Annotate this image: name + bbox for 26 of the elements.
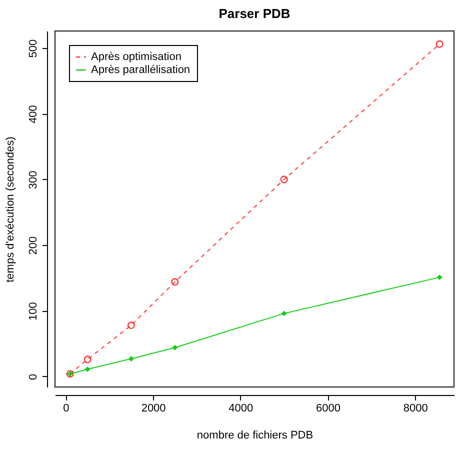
point bbox=[127, 322, 135, 330]
x-tick-label: 4000 bbox=[228, 402, 254, 414]
legend-label: Après parallélisation bbox=[91, 64, 190, 76]
point bbox=[171, 278, 179, 286]
point bbox=[281, 310, 287, 316]
y-tick-label: 400 bbox=[28, 105, 40, 124]
y-tick-label: 500 bbox=[28, 39, 40, 58]
point bbox=[436, 274, 442, 280]
point bbox=[280, 176, 288, 184]
x-tick-label: 6000 bbox=[316, 402, 341, 414]
chart-title: Parser PDB bbox=[218, 6, 290, 21]
point bbox=[84, 366, 90, 372]
x-tick-label: 8000 bbox=[403, 402, 428, 414]
x-tick-label: 0 bbox=[63, 402, 70, 414]
point bbox=[172, 344, 178, 350]
point bbox=[84, 356, 92, 364]
y-tick-label: 300 bbox=[28, 170, 40, 190]
y-tick-label: 200 bbox=[28, 236, 40, 255]
legend-label: Après optimisation bbox=[91, 51, 182, 63]
y-tick-label: 0 bbox=[28, 374, 40, 380]
y-axis-title: temps d'exécution (secondes) bbox=[4, 136, 16, 282]
x-tick-label: 2000 bbox=[141, 402, 166, 414]
x-axis-title: nombre de fichiers PDB bbox=[196, 430, 314, 442]
point bbox=[128, 356, 134, 362]
y-tick-label: 100 bbox=[28, 302, 40, 320]
point bbox=[436, 40, 444, 48]
